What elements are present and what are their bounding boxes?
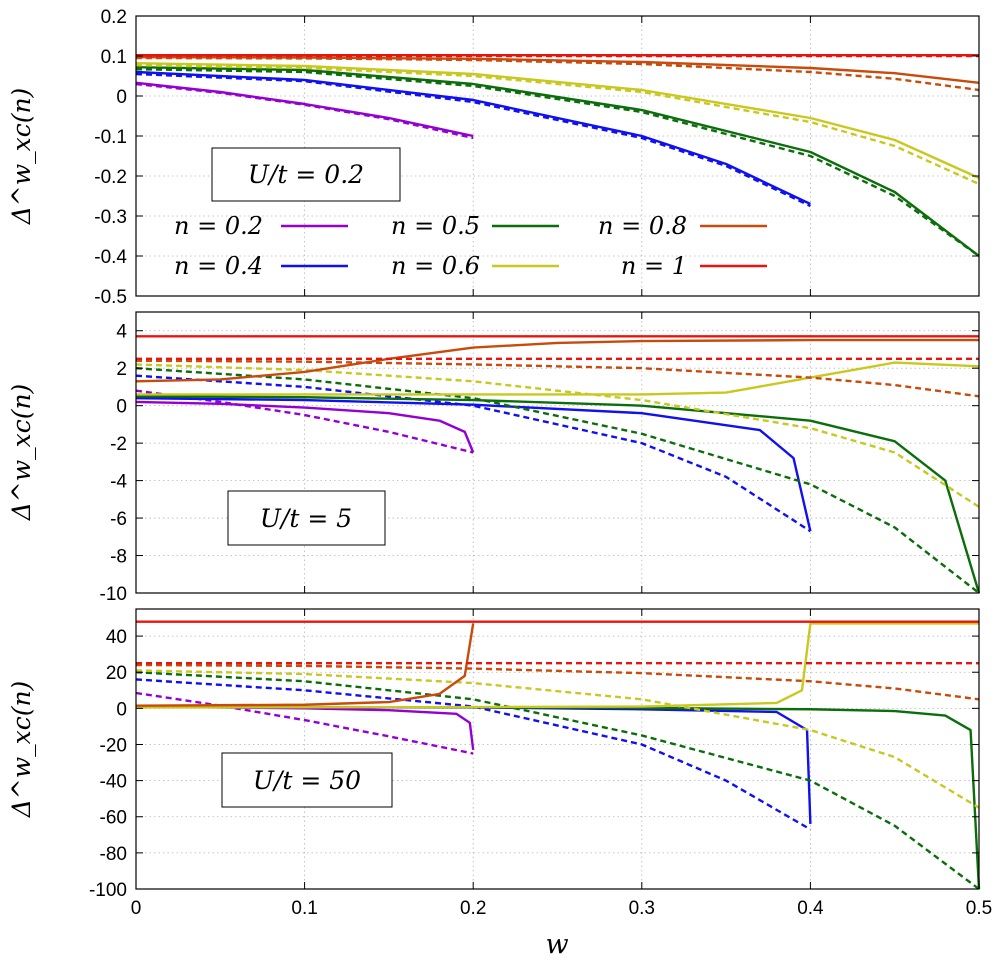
y-tick-label: 0.2: [101, 7, 127, 28]
series-line-n-0-2: [135, 400, 475, 453]
x-tick-label: 0.1: [291, 898, 317, 919]
x-tick-labels: 0 0.1 0.2 0.3 0.4 0.5: [131, 898, 993, 919]
legend-label-n-1: n = 1: [621, 252, 687, 280]
series-line-n-0-8: [135, 56, 980, 84]
y-tick-label: -0.4: [94, 247, 127, 268]
series-line-n-0-4: [135, 70, 811, 206]
y-tick-labels: 0.2 0.1 0 -0.1 -0.2 -0.3 -0.4 -0.5: [94, 7, 979, 308]
panel-annotation: U/t = 0.2: [248, 160, 364, 189]
series-line-n-0-6: [135, 62, 980, 180]
y-tick-label: 2: [116, 359, 127, 380]
y-tick-label: -2: [110, 434, 127, 455]
series-line-n-0-4: [135, 396, 812, 532]
series-line-dashed-7-dashed: [135, 363, 980, 508]
panel-annotation: U/t = 5: [260, 504, 352, 533]
y-axis-label: Δ^w_xc(n): [7, 681, 36, 819]
series-line-dashed-5-dashed: [135, 671, 980, 890]
series-line-dashed-1-dashed: [135, 389, 474, 454]
y-tick-label: -0.1: [94, 127, 127, 148]
y-axis-label: Δ^w_xc(n): [7, 384, 36, 522]
series-line-n-0-8: [135, 623, 475, 707]
y-axis-label: Δ^w_xc(n): [7, 88, 36, 226]
panel-annotation-box: U/t = 0.2: [211, 147, 401, 202]
series-line-dashed-3-dashed: [135, 678, 812, 831]
legend: n = 0.2 n = 0.4 n = 0.5 n = 0.6 n = 0.8 n = 1: [174, 212, 767, 280]
series-line-n-0-6: [135, 622, 979, 709]
series-line-dashed-9-dashed: [135, 663, 980, 701]
series-lines: [135, 620, 981, 890]
y-tick-label: 20: [106, 663, 127, 684]
x-tick-label: 0.5: [966, 898, 992, 919]
x-tick-label: 0.2: [460, 898, 486, 919]
y-tick-label: 4: [116, 322, 127, 343]
y-tick-label: 40: [106, 627, 127, 648]
x-tick-label: 0.3: [629, 898, 655, 919]
y-tick-label: -100: [89, 880, 127, 901]
series-line-dashed-9-dashed: [135, 56, 980, 92]
y-tick-label: 0: [116, 87, 127, 108]
legend-label-n-0-5: n = 0.5: [391, 212, 480, 240]
series-lines: [135, 335, 981, 594]
series-line-dashed-1-dashed: [135, 691, 474, 755]
plot-frame: [135, 311, 980, 594]
y-tick-label: -8: [110, 547, 127, 568]
y-tick-label: -6: [110, 509, 127, 530]
legend-label-n-0-2: n = 0.2: [174, 212, 263, 240]
panel-annotation-box: U/t = 5: [227, 490, 386, 546]
y-tick-label: -80: [100, 844, 127, 865]
x-tick-label: 0.4: [797, 898, 824, 919]
plot-frame: [135, 15, 980, 297]
series-line-dashed-1-dashed: [135, 82, 474, 140]
series-line-dashed-7-dashed: [135, 64, 980, 186]
y-tick-label: 0: [116, 699, 127, 720]
panel-u-50: 40 20 0 -20 -40 -60 -80 -100 0 0.1 0.2 0.3 0.4 0.5 U…: [7, 608, 993, 960]
panel-u-5: 4 2 0 -2 -4 -6 -8 -10 U/t = 5 Δ^w_xc(n): [7, 311, 981, 605]
panel-annotation-box: U/t = 50: [221, 752, 393, 808]
legend-label-n-0-8: n = 0.8: [598, 212, 687, 240]
series-line-n-0-5: [135, 66, 980, 257]
series-line-dashed-3-dashed: [135, 374, 812, 533]
y-tick-label: 0.1: [101, 47, 127, 68]
series-line-dashed-5-dashed: [135, 367, 980, 594]
panel-annotation: U/t = 50: [253, 766, 361, 795]
x-tick-label: 0: [131, 898, 142, 919]
y-tick-label: -0.3: [94, 207, 127, 228]
series-line-dashed-9-dashed: [135, 359, 980, 398]
plot-frame: [135, 608, 980, 890]
y-tick-label: -0.5: [94, 287, 127, 308]
series-line-dashed-5-dashed: [135, 68, 980, 257]
series-line-n-0-2: [135, 81, 474, 138]
y-tick-label: 0: [116, 397, 127, 418]
y-tick-label: -10: [100, 584, 127, 605]
series-lines: [135, 54, 980, 257]
y-tick-label: -20: [100, 735, 127, 756]
series-line-n-0-6: [136, 361, 980, 396]
panel-u-0-2: 0.2 0.1 0 -0.1 -0.2 -0.3 -0.4 -0.5 U/t = 0.2 n …: [7, 7, 980, 308]
y-tick-labels: 40 20 0 -20 -40 -60 -80 -100: [89, 627, 979, 901]
y-tick-label: -40: [100, 772, 127, 793]
legend-label-n-0-4: n = 0.4: [174, 252, 263, 280]
y-tick-label: -0.2: [94, 167, 127, 188]
y-tick-label: -60: [100, 808, 127, 829]
series-line-dashed-3-dashed: [135, 72, 811, 208]
y-tick-label: -4: [110, 472, 127, 493]
legend-label-n-0-6: n = 0.6: [391, 252, 480, 280]
x-axis-label: w: [545, 929, 568, 960]
series-line-n-0-8: [135, 338, 979, 383]
y-tick-labels: 4 2 0 -2 -4 -6 -8 -10: [100, 322, 979, 605]
